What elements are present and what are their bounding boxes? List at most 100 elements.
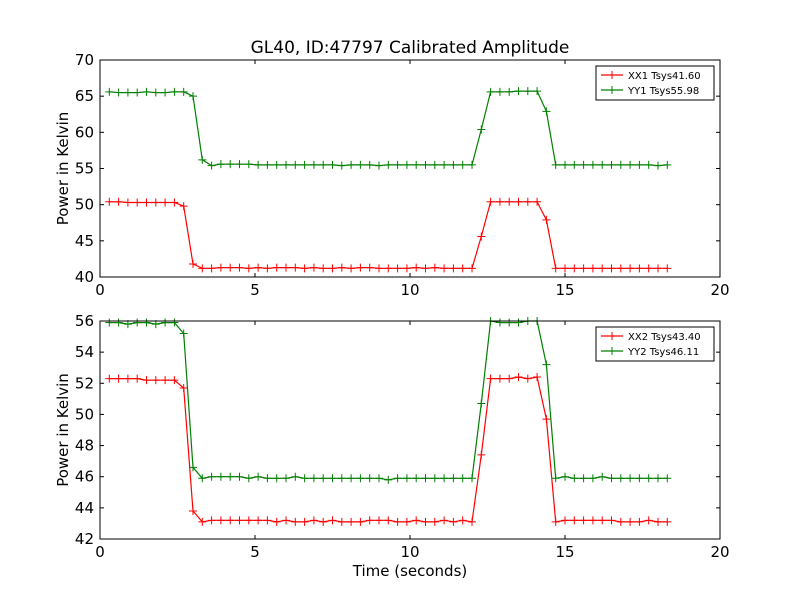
data-point-marker [356,517,365,526]
data-point-marker [244,516,253,525]
data-point-marker [161,198,170,207]
data-point-marker [216,472,225,481]
data-point-marker [561,472,569,481]
x-axis-label: Time (seconds) [352,562,468,580]
data-point-marker [421,474,430,483]
legend-box [595,326,715,362]
data-point-marker [105,87,114,96]
data-point-marker [588,516,597,525]
data-point-marker [644,516,653,525]
data-point-marker [207,516,216,525]
y-tick-label: 52 [75,374,94,392]
data-point-marker [300,517,309,526]
series-2-group [105,317,672,484]
data-point-marker [495,87,504,96]
x-tick-label: 15 [555,281,574,299]
data-point-marker [588,160,597,169]
data-point-marker [272,263,281,272]
data-point-marker [142,198,151,207]
data-point-marker [393,264,402,273]
data-point-marker [635,264,644,273]
data-point-marker [226,160,235,169]
data-point-marker [393,517,402,526]
data-point-marker [449,264,458,273]
data-point-marker [216,160,225,169]
legend-marker [608,332,616,340]
data-point-marker [254,472,263,481]
data-point-marker [523,374,532,383]
data-point-marker [663,517,672,526]
legend-entry-label: XX1 Tsys41.60 [628,71,701,82]
data-point-marker [319,517,328,526]
data-point-marker [384,516,393,525]
data-point-marker [365,160,374,169]
data-point-marker [151,88,160,97]
legend-marker [608,86,616,94]
data-point-marker [105,197,114,206]
data-point-marker [570,516,579,525]
data-point-marker [412,263,421,272]
data-point-marker [579,474,588,483]
data-point-marker [449,474,458,483]
data-point-marker [179,202,188,211]
data-point-marker [309,516,318,525]
data-point-marker [142,376,151,385]
legend-entry-label: XX2 Tsys43.40 [628,332,701,343]
data-point-marker [235,516,244,525]
x-tick-label: 10 [400,281,419,299]
data-point-marker [207,161,216,170]
data-point-marker [123,88,132,97]
data-point-marker [607,516,616,525]
subplot-2: 0 5 10 15 20 42 44 46 48 50 52 54 56 Power in Kelvin T… [54,312,730,580]
data-point-marker [402,517,411,526]
data-point-marker [551,474,560,483]
data-point-marker [384,264,393,273]
data-point-marker [402,474,411,483]
data-point-marker [561,160,569,169]
y-tick-label: 50 [75,196,94,214]
data-point-marker [616,474,625,483]
data-point-marker [291,263,300,272]
data-point-marker [533,87,542,96]
y-tick-label: 70 [75,51,94,69]
data-point-marker [384,475,393,484]
data-point-marker [644,160,653,169]
data-point-marker [114,374,123,383]
data-point-marker [309,160,318,169]
data-point-marker [402,160,411,169]
data-point-marker [254,263,263,272]
data-point-marker [626,160,635,169]
data-point-marker [189,463,197,472]
data-point-marker [272,517,281,526]
data-point-marker [551,264,560,273]
data-point-marker [384,160,393,169]
data-point-marker [421,517,430,526]
data-point-marker [505,197,514,206]
data-point-marker [468,160,476,169]
data-point-marker [412,474,421,483]
data-point-marker [616,517,625,526]
data-point-marker [114,318,123,327]
data-point-marker [468,517,476,526]
data-point-marker [449,160,458,169]
y-tick-label: 46 [75,468,94,486]
data-point-marker [207,264,216,273]
data-point-marker [170,318,179,327]
y-tick-label: 55 [75,160,94,178]
data-point-marker [347,264,356,273]
data-point-marker [644,264,653,273]
data-point-marker [542,215,551,224]
data-point-marker [254,516,263,525]
data-point-marker [430,517,439,526]
y-tick-label: 50 [75,405,94,423]
data-point-marker [244,264,253,273]
data-point-marker [635,517,644,526]
series-2-group [105,87,672,170]
data-point-marker [198,517,207,526]
legend: XX2 Tsys43.40 YY2 Tsys46.11 [595,326,715,362]
data-point-marker [635,474,644,483]
data-point-marker [254,160,263,169]
data-point-marker [309,474,318,483]
data-point-marker [579,516,588,525]
data-point-marker [319,474,328,483]
